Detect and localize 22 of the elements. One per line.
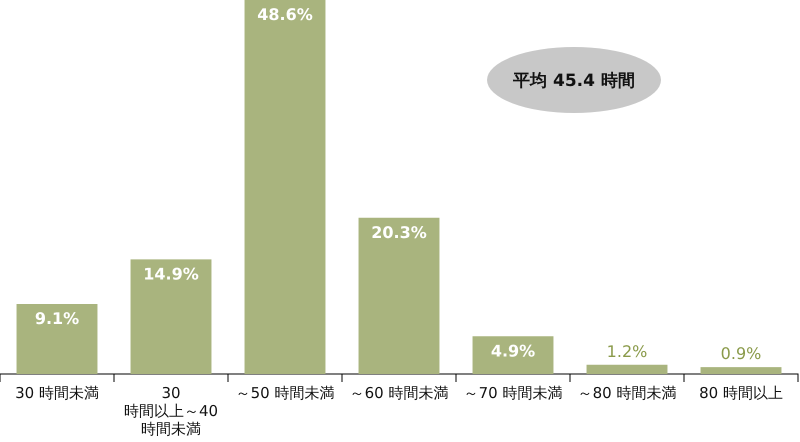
x-tick-label: 30 時間以上～40 時間未満 [124, 384, 218, 438]
bar [130, 259, 212, 374]
data-label: 20.3% [371, 222, 427, 242]
x-tick-label: 30 時間未満 [15, 384, 99, 402]
data-label: 0.9% [720, 344, 762, 364]
bar [586, 364, 668, 374]
x-tick-label: ～60 時間未満 [350, 384, 448, 402]
bar [700, 367, 782, 374]
x-tick-label: 80 時間以上 [699, 384, 783, 402]
x-tick-label: ～70 時間未満 [464, 384, 562, 402]
x-tick-label: ～50 時間未満 [236, 384, 334, 402]
bar [244, 0, 326, 374]
data-label: 48.6% [257, 5, 313, 24]
bar [472, 336, 554, 374]
data-label: 14.9% [143, 264, 199, 284]
x-tick-label: ～80 時間未満 [578, 384, 676, 402]
data-label: 4.9% [490, 341, 536, 360]
oval-callout: 平均 45.4 時間 [487, 47, 661, 113]
bar [358, 218, 440, 374]
data-label: 1.2% [606, 342, 648, 361]
bar [16, 304, 98, 374]
data-label: 9.1% [34, 309, 80, 328]
